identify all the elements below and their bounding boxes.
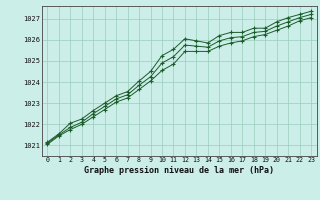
X-axis label: Graphe pression niveau de la mer (hPa): Graphe pression niveau de la mer (hPa) — [84, 166, 274, 175]
